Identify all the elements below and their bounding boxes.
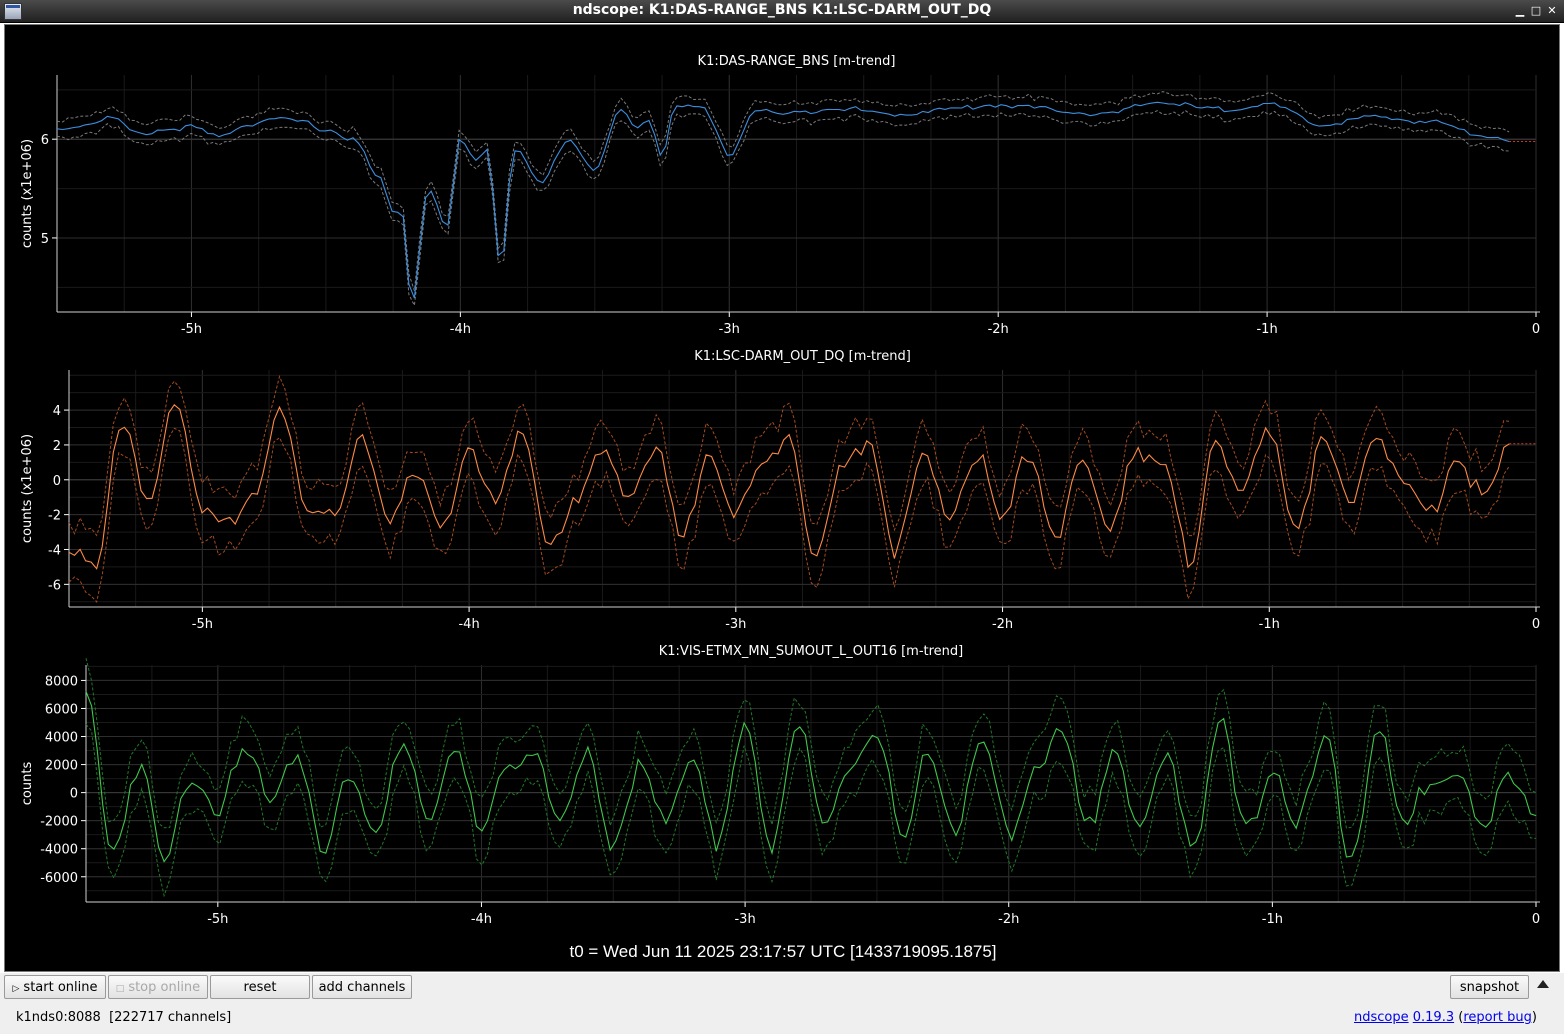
y-tick-label: -4 bbox=[48, 543, 61, 558]
x-tick-label: -1h bbox=[1259, 617, 1280, 632]
series-max-trace bbox=[56, 91, 1510, 291]
t0-label: t0 = Wed Jun 11 2025 23:17:57 UTC [14337… bbox=[569, 942, 996, 961]
plot-title: K1:DAS-RANGE_BNS [m-trend] bbox=[698, 54, 896, 69]
series-mean-trace bbox=[56, 101, 1510, 299]
x-tick-label: -3h bbox=[719, 322, 740, 337]
y-axis-label: counts (x1e+06) bbox=[20, 434, 35, 543]
x-tick-label: 0 bbox=[1532, 617, 1540, 632]
add-channels-button[interactable]: add channels bbox=[312, 975, 412, 999]
start-online-button[interactable]: ▷ start online bbox=[4, 975, 106, 999]
plot-title: K1:LSC-DARM_OUT_DQ [m-trend] bbox=[694, 349, 911, 364]
stop-icon: □ bbox=[115, 983, 125, 994]
y-tick-label: -2 bbox=[48, 509, 61, 524]
stop-online-label: stop online bbox=[128, 979, 201, 995]
series-mean-trace bbox=[68, 403, 1510, 570]
series-max-trace bbox=[85, 658, 1537, 829]
y-tick-label: 0 bbox=[70, 787, 78, 802]
server-info: k1nds0:8088 [222717 channels] bbox=[16, 1010, 231, 1025]
server-address: k1nds0:8088 bbox=[16, 1010, 101, 1025]
start-online-label: start online bbox=[23, 979, 98, 995]
x-tick-label: 0 bbox=[1532, 912, 1540, 927]
series-min-trace bbox=[56, 109, 1510, 308]
series-min-trace bbox=[85, 724, 1537, 898]
version-link[interactable]: 0.19.3 bbox=[1412, 1010, 1455, 1025]
y-tick-label: -6000 bbox=[40, 871, 78, 886]
x-tick-label: -1h bbox=[1262, 912, 1283, 927]
scope-area: K1:DAS-RANGE_BNS [m-trend] -5h -4h -3h -2h -1… bbox=[4, 24, 1560, 972]
plot-canvas[interactable]: K1:DAS-RANGE_BNS [m-trend] -5h -4h -3h -2h -1… bbox=[5, 25, 1559, 971]
y-tick-label: 0 bbox=[53, 474, 61, 489]
y-tick-label: -6 bbox=[48, 578, 61, 593]
y-tick-label: 2 bbox=[53, 439, 61, 454]
version-info: ndscope 0.19.3 (report bug) bbox=[1353, 1010, 1537, 1025]
y-tick-label: 5 bbox=[41, 232, 49, 247]
x-tick-label: -5h bbox=[207, 912, 228, 927]
minimize-icon[interactable]: ▁ bbox=[1515, 4, 1525, 17]
report-bug-link[interactable]: report bug bbox=[1463, 1010, 1532, 1025]
window-menu-icon[interactable] bbox=[4, 3, 22, 20]
expand-panel-icon[interactable] bbox=[1537, 980, 1549, 988]
maximize-icon[interactable]: □ bbox=[1530, 4, 1542, 17]
series-min-trace bbox=[68, 427, 1510, 603]
window-title: ndscope: K1:DAS-RANGE_BNS K1:LSC-DARM_OU… bbox=[572, 2, 992, 18]
y-axis-label: counts (x1e+06) bbox=[20, 139, 35, 248]
x-tick-label: -2h bbox=[992, 617, 1013, 632]
x-tick-label: -2h bbox=[998, 912, 1019, 927]
x-tick-label: -4h bbox=[450, 322, 471, 337]
y-tick-label: 4 bbox=[53, 404, 61, 419]
status-bar: k1nds0:8088 [222717 channels] ndscope 0.… bbox=[0, 1003, 1564, 1034]
plot-title: K1:VIS-ETMX_MN_SUMOUT_L_OUT16 [m-trend] bbox=[659, 644, 963, 659]
x-tick-label: -5h bbox=[192, 617, 213, 632]
x-tick-label: -4h bbox=[471, 912, 492, 927]
x-tick-label: 0 bbox=[1532, 322, 1540, 337]
y-tick-label: -2000 bbox=[40, 815, 78, 830]
y-tick-label: 2000 bbox=[45, 759, 78, 774]
y-axis-label: counts bbox=[20, 762, 35, 806]
x-tick-label: -4h bbox=[458, 617, 479, 632]
x-tick-label: -2h bbox=[988, 322, 1009, 337]
y-tick-label: 4000 bbox=[45, 731, 78, 746]
stop-online-button[interactable]: □ stop online bbox=[108, 975, 208, 999]
series-max-trace bbox=[68, 374, 1510, 537]
y-tick-label: 6000 bbox=[45, 702, 78, 717]
snapshot-button[interactable]: snapshot bbox=[1450, 975, 1529, 999]
ndscope-link[interactable]: ndscope bbox=[1353, 1010, 1409, 1025]
play-icon: ▷ bbox=[12, 983, 20, 994]
x-tick-label: -3h bbox=[725, 617, 746, 632]
x-tick-label: -1h bbox=[1256, 322, 1277, 337]
title-bar: ndscope: K1:DAS-RANGE_BNS K1:LSC-DARM_OU… bbox=[0, 0, 1564, 23]
channel-count: [222717 channels] bbox=[109, 1010, 232, 1025]
series-mean-trace bbox=[85, 691, 1537, 863]
close-icon[interactable]: ✕ bbox=[1547, 4, 1557, 17]
y-tick-label: 6 bbox=[41, 133, 49, 148]
toolbar: ▷ start online □ stop online reset add cha… bbox=[0, 973, 1564, 1003]
y-tick-label: -4000 bbox=[40, 843, 78, 858]
x-tick-label: -5h bbox=[181, 322, 202, 337]
reset-button[interactable]: reset bbox=[210, 975, 310, 999]
y-tick-label: 8000 bbox=[45, 674, 78, 689]
x-tick-label: -3h bbox=[734, 912, 755, 927]
